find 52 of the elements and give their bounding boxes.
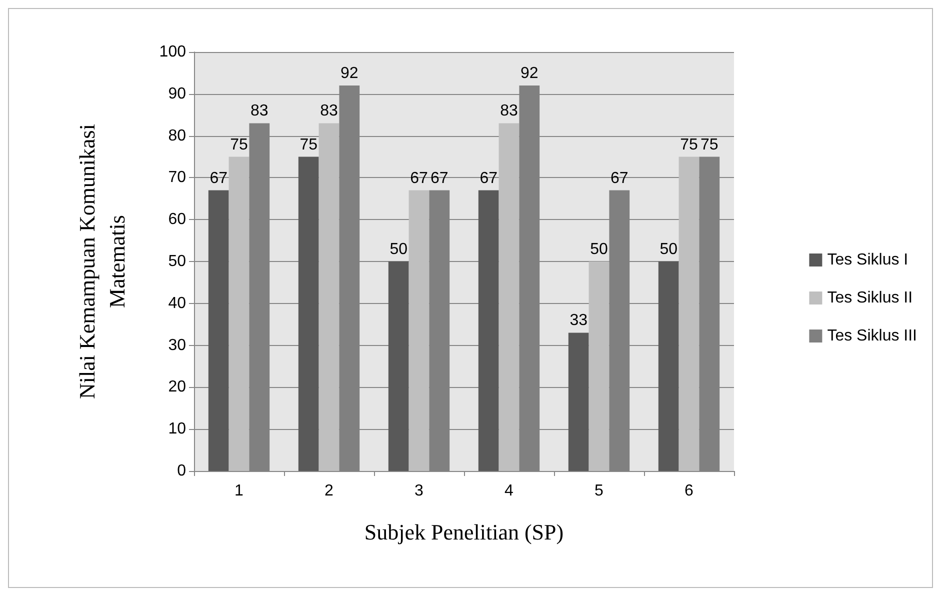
y-tick-label: 60 (168, 211, 186, 228)
bar (318, 123, 340, 471)
bar (208, 190, 229, 471)
data-label: 75 (230, 136, 248, 154)
bar (478, 190, 499, 471)
legend-label: Tes Siklus III (827, 328, 918, 344)
data-label: 67 (430, 170, 448, 187)
data-label: 67 (480, 170, 498, 187)
data-label: 83 (320, 102, 338, 120)
bar (678, 156, 700, 471)
bar (298, 156, 319, 471)
bar (408, 190, 430, 471)
data-label: 67 (610, 170, 628, 187)
data-label: 75 (300, 136, 318, 154)
bar (498, 123, 520, 471)
data-label: 67 (210, 170, 228, 187)
y-axis-title: Nilai Kemampuan Komunikasi Matematis (74, 124, 130, 399)
y-tick-label: 0 (177, 462, 186, 480)
data-label: 50 (590, 241, 608, 258)
x-tick-label: 6 (684, 482, 694, 500)
data-label: 75 (680, 136, 698, 154)
data-label: 92 (340, 65, 358, 82)
x-axis-title: Subjek Penelitian (SP) (364, 520, 564, 544)
data-label: 83 (500, 102, 518, 120)
data-label: 67 (410, 170, 428, 187)
legend-label: Tes Siklus I (827, 252, 908, 268)
bar (228, 156, 250, 471)
y-tick-label: 90 (168, 85, 186, 102)
x-tick-label: 5 (594, 482, 604, 500)
data-label: 50 (660, 241, 678, 258)
data-label: 50 (390, 241, 408, 258)
y-tick-label: 50 (168, 253, 186, 270)
data-label: 83 (250, 102, 268, 120)
x-tick-label: 2 (324, 482, 334, 500)
legend-label: Tes Siklus II (827, 290, 913, 306)
y-tick-label: 10 (168, 420, 186, 438)
data-label: 75 (700, 136, 718, 154)
data-label: 33 (570, 312, 588, 330)
x-tick-label: 3 (414, 482, 424, 500)
data-label: 92 (520, 65, 538, 82)
bar (658, 262, 679, 471)
bar (568, 332, 589, 471)
bar (588, 262, 610, 471)
y-tick-label: 80 (168, 127, 186, 144)
y-tick-label: 100 (159, 44, 186, 60)
y-tick-label: 40 (168, 294, 186, 312)
x-tick-label: 4 (504, 482, 514, 500)
y-tick-label: 30 (168, 336, 186, 354)
bar (388, 262, 409, 471)
x-tick-label: 1 (234, 482, 244, 500)
y-tick-label: 70 (168, 169, 186, 186)
y-tick-label: 20 (168, 378, 186, 396)
